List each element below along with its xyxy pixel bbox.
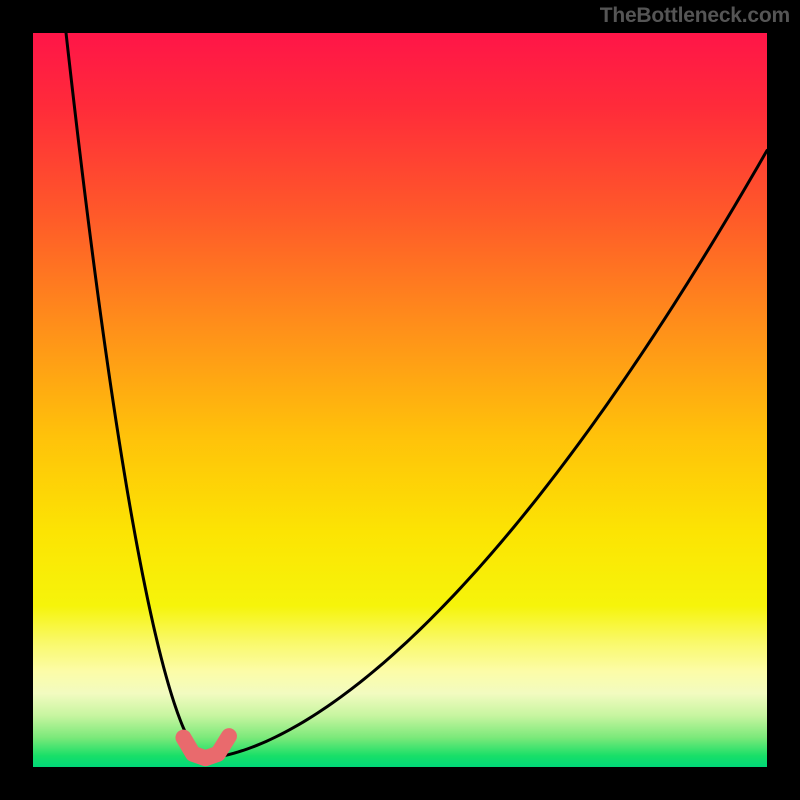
chart-container: { "watermark": { "text": "TheBottleneck.… <box>0 0 800 800</box>
watermark-text: TheBottleneck.com <box>600 4 790 28</box>
bottleneck-chart <box>0 0 800 800</box>
plot-background <box>33 33 767 767</box>
